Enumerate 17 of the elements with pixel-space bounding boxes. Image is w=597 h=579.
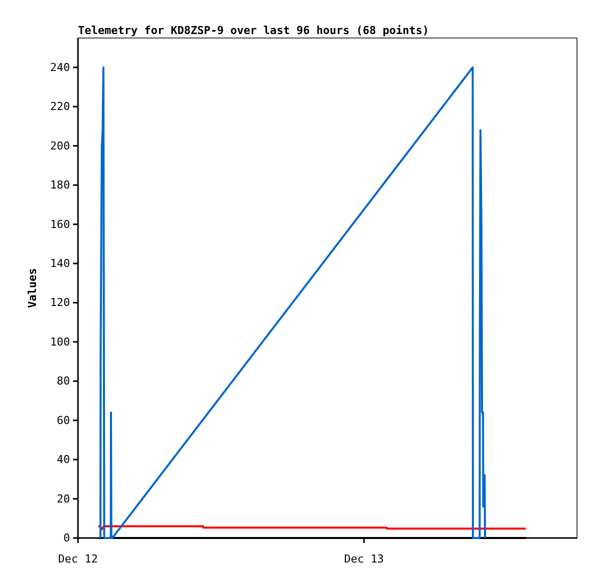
y-tick-label: 20	[56, 492, 70, 506]
x-tick-label: Dec 12	[58, 552, 98, 566]
x-tick-label: Dec 13	[344, 552, 384, 566]
y-tick-label: 180	[50, 178, 70, 192]
y-tick-label: 60	[56, 414, 70, 427]
y-tick-label: 40	[56, 453, 70, 466]
y-tick-label: 220	[50, 100, 70, 114]
chart-title: Telemetry for KD8ZSP-9 over last 96 hours (68 points)	[78, 24, 429, 37]
y-tick-label: 140	[50, 257, 70, 270]
y-tick-label: 80	[56, 374, 70, 388]
y-tick-label: 240	[50, 60, 70, 74]
y-tick-label: 160	[50, 218, 70, 231]
y-tick-label: 0	[63, 532, 70, 545]
y-axis-title: Values	[26, 268, 39, 308]
y-tick-label: 200	[50, 139, 70, 152]
y-tick-label: 120	[50, 296, 70, 310]
y-tick-label: 100	[50, 335, 70, 348]
